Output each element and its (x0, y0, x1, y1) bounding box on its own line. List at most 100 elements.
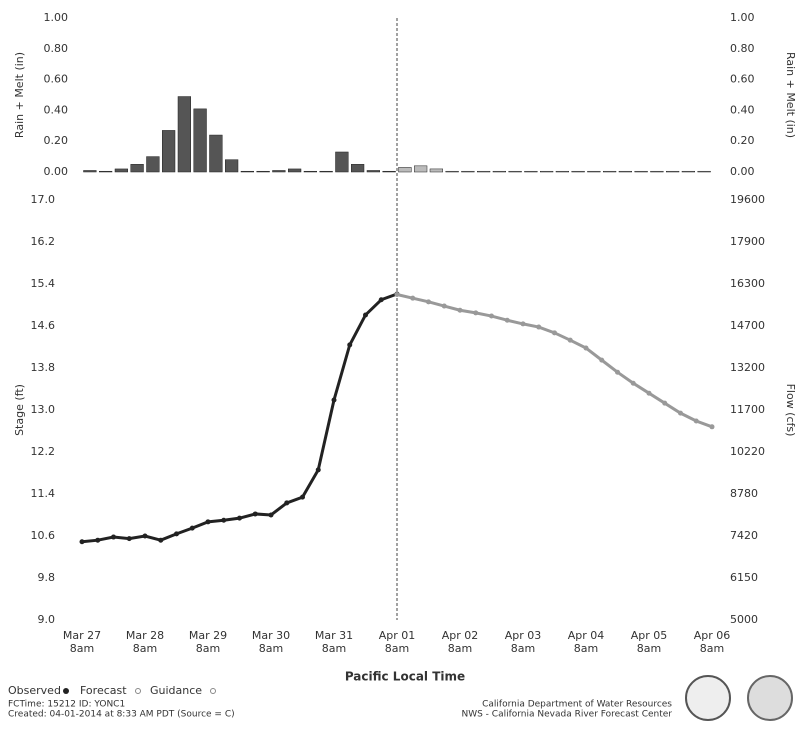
y2-tick-label: 5000 (730, 613, 758, 626)
point (252, 511, 258, 517)
y2-tick-label: 0.80 (730, 42, 755, 55)
y-tick-label: 15.4 (31, 277, 56, 290)
x-tick-label: Apr 06 (694, 629, 731, 642)
bar (398, 167, 412, 173)
y2-tick-label: 14700 (730, 319, 765, 332)
y-tick-label: 17.0 (31, 193, 56, 206)
point (300, 494, 305, 500)
point (331, 397, 337, 403)
point (158, 537, 164, 543)
legend-guidance: Guidance (150, 684, 202, 697)
footer-agency: California Department of Water Resources (482, 700, 672, 710)
x-axis-title: Pacific Local Time (345, 670, 465, 684)
point (630, 380, 636, 386)
bar (508, 170, 522, 173)
point (268, 512, 274, 518)
y2-axis-title: Rain + Melt (in) (784, 52, 797, 138)
point (646, 390, 652, 396)
point (709, 424, 715, 430)
y2-tick-label: 19600 (730, 193, 765, 206)
point (221, 517, 227, 523)
point (189, 525, 195, 531)
point (615, 369, 620, 375)
legend-observed: Observed (8, 684, 61, 697)
x-tick-label: 8am (637, 642, 661, 655)
point (205, 519, 211, 525)
legend-marker (210, 688, 216, 694)
bar (177, 96, 191, 173)
point (504, 317, 510, 323)
legend-marker (135, 688, 141, 694)
x-tick-label: 8am (700, 642, 724, 655)
y-tick-label: 0.40 (44, 103, 69, 116)
bar (303, 170, 317, 173)
x-tick-label: Mar 29 (189, 629, 227, 642)
bar (225, 159, 239, 173)
point (489, 313, 494, 319)
bar (162, 130, 176, 173)
bar (256, 170, 270, 173)
point (79, 539, 85, 545)
point (363, 312, 368, 318)
bar (618, 170, 632, 173)
bar (634, 170, 648, 173)
y-tick-label: 0.20 (44, 134, 69, 147)
bar (681, 170, 695, 173)
bar (492, 170, 506, 173)
point (126, 536, 132, 542)
y-tick-label: 0.80 (44, 42, 69, 55)
point (662, 400, 668, 406)
bar (414, 165, 428, 173)
x-tick-label: 8am (322, 642, 346, 655)
y-axis-title: Rain + Melt (in) (13, 52, 26, 138)
y-tick-label: 16.2 (31, 235, 56, 248)
y-tick-label: 14.6 (31, 319, 56, 332)
x-tick-label: 8am (70, 642, 94, 655)
footer-created: Created: 04-01-2014 at 8:33 AM PDT (Sour… (8, 710, 235, 720)
bar (83, 170, 97, 173)
point (394, 292, 400, 297)
y-tick-label: 9.0 (38, 613, 56, 626)
point (426, 299, 431, 305)
bar (272, 170, 286, 173)
y2-axis-title: Flow (cfs) (784, 384, 797, 437)
bar (240, 170, 254, 173)
point (410, 295, 416, 301)
dwr-logo (685, 675, 731, 721)
x-tick-label: Mar 30 (252, 629, 290, 642)
bar (366, 170, 380, 173)
y2-tick-label: 0.40 (730, 103, 755, 116)
point (315, 467, 321, 473)
x-tick-label: Apr 05 (631, 629, 668, 642)
point (552, 330, 557, 336)
bar (319, 170, 333, 173)
x-tick-label: Apr 03 (505, 629, 542, 642)
bar (461, 170, 475, 173)
y-tick-label: 11.4 (31, 487, 56, 500)
y2-tick-label: 7420 (730, 529, 758, 542)
point (693, 418, 699, 424)
bar (335, 151, 349, 173)
bar (193, 108, 207, 173)
point (457, 307, 463, 313)
point (536, 324, 542, 330)
x-tick-label: Apr 02 (442, 629, 479, 642)
point (142, 533, 148, 539)
x-tick-label: Mar 28 (126, 629, 164, 642)
bar (146, 156, 160, 173)
bar (524, 170, 538, 173)
y2-tick-label: 17900 (730, 235, 765, 248)
bar (540, 170, 554, 173)
bar (697, 170, 711, 173)
bar (209, 134, 223, 173)
y2-tick-label: 8780 (730, 487, 758, 500)
point (567, 337, 573, 343)
y2-tick-label: 13200 (730, 361, 765, 374)
x-tick-label: Apr 01 (379, 629, 416, 642)
bar (288, 168, 302, 173)
y2-tick-label: 11700 (730, 403, 765, 416)
bar (130, 164, 144, 173)
y2-tick-label: 0.00 (730, 165, 755, 178)
point (95, 537, 101, 543)
